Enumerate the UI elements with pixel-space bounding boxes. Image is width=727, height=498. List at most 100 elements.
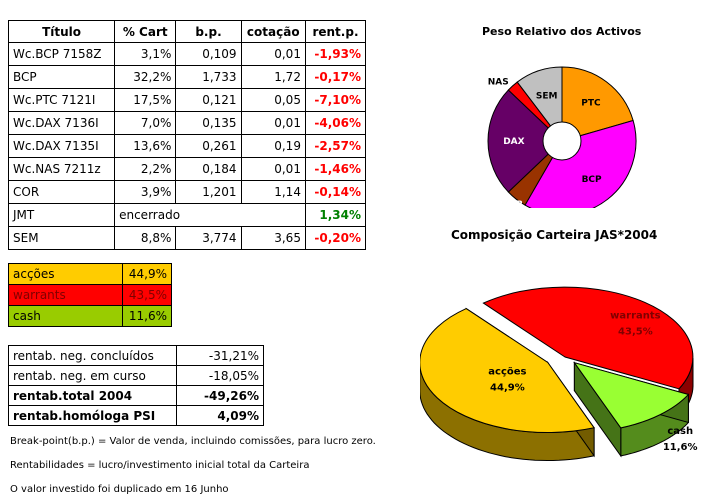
cell-rent: -0,17% bbox=[304, 65, 367, 89]
chart-title-peso: Peso Relativo dos Activos bbox=[482, 25, 642, 38]
pie3d-label-accoes: acções bbox=[488, 367, 526, 378]
allocation-row: acções 44,9% bbox=[7, 263, 172, 285]
returns-label: rentab. neg. concluídos bbox=[8, 345, 177, 366]
pie3d-value-accoes: 44,9% bbox=[490, 383, 525, 394]
cell-cotacao: 3,65 bbox=[240, 226, 306, 250]
returns-value: 4,09% bbox=[175, 405, 265, 426]
cell-titulo: Wc.BCP 7158Z bbox=[7, 42, 116, 66]
cell-cotacao: 0,01 bbox=[240, 157, 306, 181]
pie3d-value-warrants: 43,5% bbox=[618, 327, 653, 338]
donut-slice-bcp bbox=[524, 119, 637, 208]
returns-row: rentab.homóloga PSI 4,09% bbox=[8, 405, 265, 426]
header-titulo: Título bbox=[7, 20, 116, 43]
cell-bp: 0,135 bbox=[175, 111, 242, 135]
table-row: Wc.PTC 7121I 17,5% 0,121 0,05 -7,10% bbox=[7, 88, 367, 112]
allocation-row: cash 11,6% bbox=[7, 305, 172, 327]
table-row: Wc.DAX 7136I 7,0% 0,135 0,01 -4,06% bbox=[7, 111, 367, 135]
cell-titulo: JMT bbox=[7, 203, 116, 227]
cell-cart: 17,5% bbox=[114, 88, 177, 112]
pie3d-slice-cash bbox=[573, 361, 690, 429]
cell-cart: 7,0% bbox=[114, 111, 177, 135]
pie3d-label-cash: cash bbox=[667, 426, 693, 437]
cell-bp: 3,774 bbox=[175, 226, 242, 250]
returns-row: rentab.total 2004 -49,26% bbox=[8, 385, 265, 406]
cell-cotacao: 1,72 bbox=[240, 65, 306, 89]
table-row: Wc.NAS 7211z 2,2% 0,184 0,01 -1,46% bbox=[7, 157, 367, 181]
returns-row: rentab. neg. em curso -18,05% bbox=[8, 365, 265, 386]
cell-cotacao: 0,01 bbox=[240, 42, 306, 66]
cell-cart: 3,9% bbox=[114, 180, 177, 204]
donut-slice-dax bbox=[487, 89, 563, 193]
note-breakpoint: Break-point(b.p.) = Valor de venda, incl… bbox=[10, 436, 376, 447]
note-investment: O valor investido foi duplicado em 16 Ju… bbox=[10, 484, 229, 495]
table-row: JMT encerrado 1,34% bbox=[7, 203, 367, 227]
header-rent: rent.p. bbox=[304, 20, 367, 43]
holdings-header-row: Título % Cart b.p. cotação rent.p. bbox=[7, 20, 367, 43]
table-row: BCP 32,2% 1,733 1,72 -0,17% bbox=[7, 65, 367, 89]
table-row: SEM 8,8% 3,774 3,65 -0,20% bbox=[7, 226, 367, 250]
cell-rent: -0,14% bbox=[304, 180, 367, 204]
cell-titulo: Wc.DAX 7136I bbox=[7, 111, 116, 135]
cell-bp: 0,184 bbox=[175, 157, 242, 181]
cell-titulo: Wc.NAS 7211z bbox=[7, 157, 116, 181]
pie3d-label-warrants: warrants bbox=[610, 311, 660, 322]
allocation-row: warrants 43,5% bbox=[7, 284, 172, 306]
cell-bp: 0,261 bbox=[175, 134, 242, 158]
cell-cart: 2,2% bbox=[114, 157, 177, 181]
cell-bp: 1,733 bbox=[175, 65, 242, 89]
allocation-value: 43,5% bbox=[122, 284, 172, 306]
allocation-label: warrants bbox=[7, 284, 124, 306]
cell-cotacao: 1,14 bbox=[240, 180, 306, 204]
cell-bp: 1,201 bbox=[175, 180, 242, 204]
cell-cart: 32,2% bbox=[114, 65, 177, 89]
table-row: Wc.DAX 7135I 13,6% 0,261 0,19 -2,57% bbox=[7, 134, 367, 158]
donut-label-sem: SEM bbox=[536, 91, 558, 101]
cell-rent: 1,34% bbox=[304, 203, 367, 227]
cell-titulo: SEM bbox=[7, 226, 116, 250]
donut-hole bbox=[542, 121, 582, 161]
cell-cotacao: 0,19 bbox=[240, 134, 306, 158]
header-cart: % Cart bbox=[114, 20, 177, 43]
donut-label-dax: DAX bbox=[503, 137, 524, 147]
cell-cart: 3,1% bbox=[114, 42, 177, 66]
cell-bp: 0,121 bbox=[175, 88, 242, 112]
pie3d-slice-warrants bbox=[482, 286, 694, 390]
returns-label: rentab.total 2004 bbox=[8, 385, 177, 406]
cell-titulo: COR bbox=[7, 180, 116, 204]
cell-titulo: BCP bbox=[7, 65, 116, 89]
cell-closed-status: encerrado bbox=[114, 203, 306, 227]
allocation-table: acções 44,9% warrants 43,5% cash 11,6% bbox=[7, 263, 172, 327]
allocation-value: 11,6% bbox=[122, 305, 172, 327]
donut-label-ptc: PTC bbox=[581, 99, 601, 109]
allocation-label: acções bbox=[7, 263, 124, 285]
cell-rent: -1,46% bbox=[304, 157, 367, 181]
cell-rent: -4,06% bbox=[304, 111, 367, 135]
returns-table: rentab. neg. concluídos -31,21% rentab. … bbox=[8, 345, 265, 426]
pie3d-slice-accoes bbox=[420, 308, 595, 434]
pie3d-value-cash: 11,6% bbox=[663, 442, 698, 453]
cell-rent: -2,57% bbox=[304, 134, 367, 158]
returns-label: rentab.homóloga PSI bbox=[8, 405, 177, 426]
donut-label-cor: COR bbox=[502, 200, 523, 208]
donut-label-bcp: BCP bbox=[582, 175, 602, 185]
allocation-label: cash bbox=[7, 305, 124, 327]
pie3d-chart: warrants 43,5% cash 11,6% acções 44,9% bbox=[420, 286, 698, 461]
donut-label-nas: NAS bbox=[488, 78, 509, 88]
donut-slice-sem bbox=[516, 66, 563, 143]
cell-cotacao: 0,01 bbox=[240, 111, 306, 135]
returns-row: rentab. neg. concluídos -31,21% bbox=[8, 345, 265, 366]
returns-value: -49,26% bbox=[175, 385, 265, 406]
cell-cotacao: 0,05 bbox=[240, 88, 306, 112]
cell-cart: 8,8% bbox=[114, 226, 177, 250]
header-cotacao: cotação bbox=[240, 20, 306, 43]
cell-titulo: Wc.DAX 7135I bbox=[7, 134, 116, 158]
table-row: COR 3,9% 1,201 1,14 -0,14% bbox=[7, 180, 367, 204]
donut-chart: PTC BCP COR DAX NAS SEM bbox=[487, 66, 637, 208]
allocation-value: 44,9% bbox=[122, 263, 172, 285]
returns-value: -31,21% bbox=[175, 345, 265, 366]
returns-value: -18,05% bbox=[175, 365, 265, 386]
header-bp: b.p. bbox=[175, 20, 242, 43]
cell-titulo: Wc.PTC 7121I bbox=[7, 88, 116, 112]
cell-cart: 13,6% bbox=[114, 134, 177, 158]
holdings-table: Título % Cart b.p. cotação rent.p. Wc.BC… bbox=[7, 20, 367, 250]
